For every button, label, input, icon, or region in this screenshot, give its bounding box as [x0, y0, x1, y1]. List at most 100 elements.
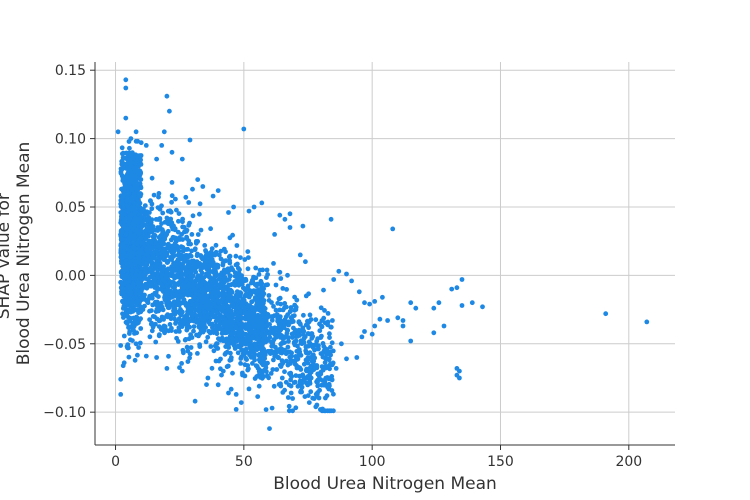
data-point-3795	[240, 341, 245, 346]
data-point-3754	[179, 319, 185, 324]
data-point-3875	[133, 216, 139, 221]
data-point-3369	[270, 339, 276, 345]
data-point-3962	[291, 358, 296, 364]
data-point-3782	[278, 381, 283, 387]
data-point-4282	[179, 156, 185, 162]
data-point-3933	[149, 229, 155, 235]
data-point-3300	[327, 363, 332, 369]
data-point-3373	[228, 386, 234, 392]
data-point-3729	[198, 316, 204, 321]
data-point-923	[271, 261, 276, 266]
data-point-3845	[323, 408, 328, 414]
data-point-3588	[242, 323, 248, 329]
data-point-3118	[156, 235, 162, 240]
data-point-3915	[253, 316, 259, 322]
y-tick-label-0: −0.10	[43, 405, 86, 421]
x-tick-label-4: 200	[615, 454, 642, 470]
data-point-2770	[286, 408, 292, 414]
data-point-4030	[148, 239, 154, 245]
data-point-4211	[125, 345, 131, 351]
data-point-3539	[138, 289, 144, 294]
data-point-3466	[257, 267, 263, 273]
data-point-3932	[156, 294, 161, 299]
data-point-3205	[235, 265, 241, 271]
data-point-443	[285, 272, 290, 278]
data-point-4077	[301, 329, 307, 334]
data-point-4223	[644, 319, 650, 325]
data-point-4219	[328, 216, 334, 222]
data-point-4183	[141, 206, 146, 212]
data-point-4068	[118, 232, 124, 238]
data-point-1584	[218, 356, 223, 362]
data-point-3973	[194, 313, 200, 319]
data-point-3868	[164, 268, 170, 274]
data-point-3511	[119, 159, 125, 164]
data-point-3390	[327, 331, 332, 337]
data-point-3170	[158, 281, 163, 286]
data-point-4145	[124, 184, 130, 190]
data-point-1142	[282, 301, 288, 306]
data-point-3914	[125, 191, 131, 196]
data-point-4099	[259, 332, 265, 338]
data-point-2235	[245, 367, 251, 373]
data-point-4133	[223, 268, 229, 274]
data-point-2476	[173, 329, 179, 334]
data-point-1394	[153, 339, 159, 345]
data-point-4241	[400, 323, 406, 329]
data-point-4296	[179, 368, 185, 374]
data-point-1618	[253, 363, 259, 369]
data-point-3823	[265, 312, 271, 317]
data-point-3804	[207, 285, 213, 291]
data-point-2999	[285, 312, 291, 317]
data-point-2954	[138, 177, 144, 182]
data-point-4011	[253, 290, 259, 296]
data-point-3534	[175, 266, 181, 271]
data-point-1191	[171, 308, 176, 314]
data-point-4036	[280, 390, 286, 395]
data-point-4209	[118, 376, 124, 382]
data-point-3725	[219, 291, 225, 297]
data-point-3957	[253, 296, 258, 301]
data-point-3107	[146, 215, 152, 220]
data-point-3608	[249, 314, 255, 319]
data-point-2371	[223, 249, 228, 255]
data-point-2918	[288, 390, 294, 396]
data-point-3013	[171, 280, 176, 286]
data-point-3702	[163, 292, 169, 297]
data-point-3668	[325, 322, 330, 328]
data-point-989	[322, 360, 328, 365]
data-point-3410	[293, 405, 299, 411]
data-point-3883	[288, 377, 293, 383]
data-point-4162	[230, 319, 236, 325]
data-point-2744	[154, 285, 160, 290]
data-point-3821	[216, 304, 222, 310]
data-point-3997	[245, 266, 251, 272]
data-point-4250	[359, 334, 365, 340]
data-point-3432	[250, 350, 256, 356]
data-point-3335	[179, 361, 185, 366]
data-point-3728	[162, 253, 168, 258]
data-point-2460	[321, 315, 327, 321]
data-point-1589	[227, 235, 233, 241]
data-point-4284	[159, 143, 165, 148]
data-point-1816	[327, 349, 333, 355]
data-point-4294	[246, 386, 252, 392]
data-point-3869	[153, 299, 158, 305]
data-point-3572	[268, 325, 274, 331]
data-point-4186	[281, 325, 287, 331]
data-point-4096	[131, 258, 137, 264]
data-point-3227	[306, 339, 312, 345]
data-point-3748	[190, 273, 196, 278]
data-point-1002	[233, 253, 239, 259]
data-point-4135	[234, 243, 240, 248]
data-point-1963	[253, 275, 259, 281]
data-point-3430	[183, 265, 188, 271]
data-point-3314	[276, 296, 282, 302]
data-point-4274	[246, 208, 252, 214]
data-point-3944	[189, 283, 195, 289]
data-point-4279	[200, 184, 206, 189]
data-point-1252	[227, 254, 233, 259]
data-point-4265	[372, 299, 378, 304]
data-point-3547	[218, 272, 224, 278]
data-point-4214	[233, 407, 239, 412]
